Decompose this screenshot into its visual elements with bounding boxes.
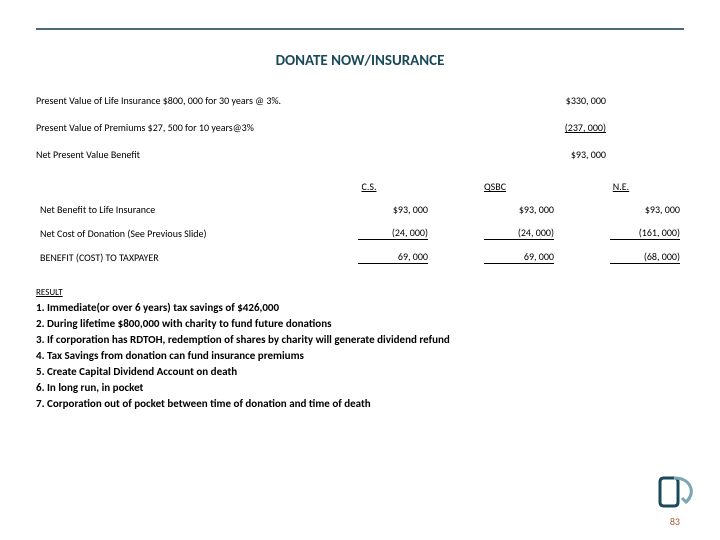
result-header: RESULT: [36, 287, 684, 298]
row-label: Net Benefit to Life Insurance: [36, 198, 306, 221]
pv-row: Present Value of Premiums $27, 500 for 1…: [36, 121, 684, 134]
result-item: 5. Create Capital Dividend Account on de…: [36, 364, 684, 380]
pv-section: Present Value of Life Insurance $800, 00…: [36, 94, 684, 161]
table-header-row: C.S. QSBC N.E.: [36, 175, 684, 198]
results-list: 1. Immediate(or over 6 years) tax saving…: [36, 300, 684, 412]
cell: 69, 000: [306, 245, 432, 269]
pv-row: Net Present Value Benefit $93, 000: [36, 148, 684, 161]
row-label: BENEFIT (COST) TO TAXPAYER: [36, 245, 306, 269]
col-ne: N.E.: [558, 175, 684, 198]
pv-label: Net Present Value Benefit: [36, 148, 536, 161]
table-row: Net Benefit to Life Insurance $93, 000 $…: [36, 198, 684, 221]
benefit-table: C.S. QSBC N.E. Net Benefit to Life Insur…: [36, 175, 684, 269]
cell: (24, 000): [432, 221, 558, 245]
page-number: 83: [670, 515, 680, 528]
cell: $93, 000: [558, 198, 684, 221]
cell: 69, 000: [432, 245, 558, 269]
row-label: Net Cost of Donation (See Previous Slide…: [36, 221, 306, 245]
cell: (24, 000): [306, 221, 432, 245]
table-row: Net Cost of Donation (See Previous Slide…: [36, 221, 684, 245]
result-item: 7. Corporation out of pocket between tim…: [36, 396, 684, 412]
result-item: 3. If corporation has RDTOH, redemption …: [36, 332, 684, 348]
table-row: BENEFIT (COST) TO TAXPAYER 69, 000 69, 0…: [36, 245, 684, 269]
top-divider: [36, 28, 684, 30]
pv-value: (237, 000): [536, 121, 606, 134]
col-qsbc: QSBC: [432, 175, 558, 198]
page-title: DONATE NOW/INSURANCE: [36, 52, 684, 70]
col-cs: C.S.: [306, 175, 432, 198]
cell: $93, 000: [432, 198, 558, 221]
pv-label: Present Value of Life Insurance $800, 00…: [36, 94, 536, 107]
result-item: 1. Immediate(or over 6 years) tax saving…: [36, 300, 684, 316]
logo-icon: [656, 474, 696, 510]
pv-value: $330, 000: [536, 94, 606, 107]
cell: (68, 000): [558, 245, 684, 269]
pv-label: Present Value of Premiums $27, 500 for 1…: [36, 121, 536, 134]
result-item: 6. In long run, in pocket: [36, 380, 684, 396]
pv-row: Present Value of Life Insurance $800, 00…: [36, 94, 684, 107]
result-item: 2. During lifetime $800,000 with charity…: [36, 316, 684, 332]
cell: $93, 000: [306, 198, 432, 221]
result-item: 4. Tax Savings from donation can fund in…: [36, 348, 684, 364]
cell: (161, 000): [558, 221, 684, 245]
pv-value: $93, 000: [536, 148, 606, 161]
